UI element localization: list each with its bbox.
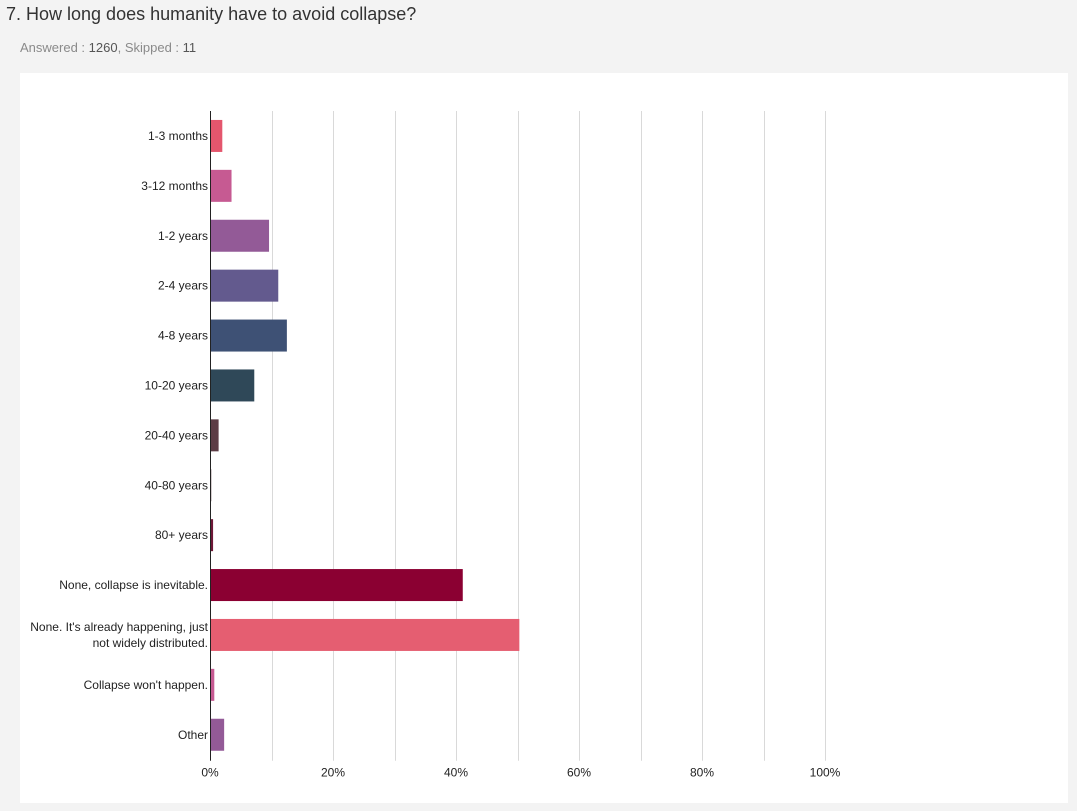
bar xyxy=(210,219,270,252)
category-label: 10-20 years xyxy=(145,378,208,392)
bar xyxy=(210,169,232,202)
x-tick-label: 80% xyxy=(690,766,714,780)
category-label: 1-3 months xyxy=(148,129,208,143)
bar xyxy=(210,569,463,602)
category-label: 1-2 years xyxy=(158,229,208,243)
answered-count: 1260 xyxy=(88,40,118,55)
question-title: 7. How long does humanity have to avoid … xyxy=(6,4,417,24)
category-label: Collapse won't happen. xyxy=(84,678,208,692)
skipped-count: 11 xyxy=(182,40,197,55)
bar xyxy=(210,369,255,402)
skipped-label: Skipped : xyxy=(124,40,180,55)
bar xyxy=(210,668,215,701)
answered-label: Answered : xyxy=(20,40,86,55)
category-label: 80+ years xyxy=(155,528,208,542)
bar xyxy=(210,319,287,352)
x-tick-label: 100% xyxy=(810,766,841,780)
bar xyxy=(210,269,279,302)
x-tick-label: 20% xyxy=(321,766,345,780)
x-tick-label: 0% xyxy=(201,766,219,780)
bar xyxy=(210,119,223,152)
category-label: 4-8 years xyxy=(158,329,208,343)
x-tick-label: 60% xyxy=(567,766,591,780)
bar xyxy=(210,618,520,651)
x-tick-label: 40% xyxy=(444,766,468,780)
bar xyxy=(210,419,219,452)
bar xyxy=(210,718,225,751)
response-stats: Answered : 1260, Skipped : 11 xyxy=(20,40,197,55)
bar-chart: 1-3 months 3-12 months 1-2 years 2-4 years 4… xyxy=(30,111,841,780)
chart-card: 1-3 months 3-12 months 1-2 years 2-4 years 4… xyxy=(20,73,1068,803)
category-label: 20-40 years xyxy=(145,428,208,442)
category-label: Other xyxy=(178,728,208,742)
category-label: 3-12 months xyxy=(141,179,208,193)
category-label: 40-80 years xyxy=(145,478,208,492)
category-label: 2-4 years xyxy=(158,279,208,293)
bar xyxy=(210,519,214,552)
category-label: None, collapse is inevitable. xyxy=(59,578,208,592)
category-label: None. It's already happening, just not wi… xyxy=(30,620,208,650)
